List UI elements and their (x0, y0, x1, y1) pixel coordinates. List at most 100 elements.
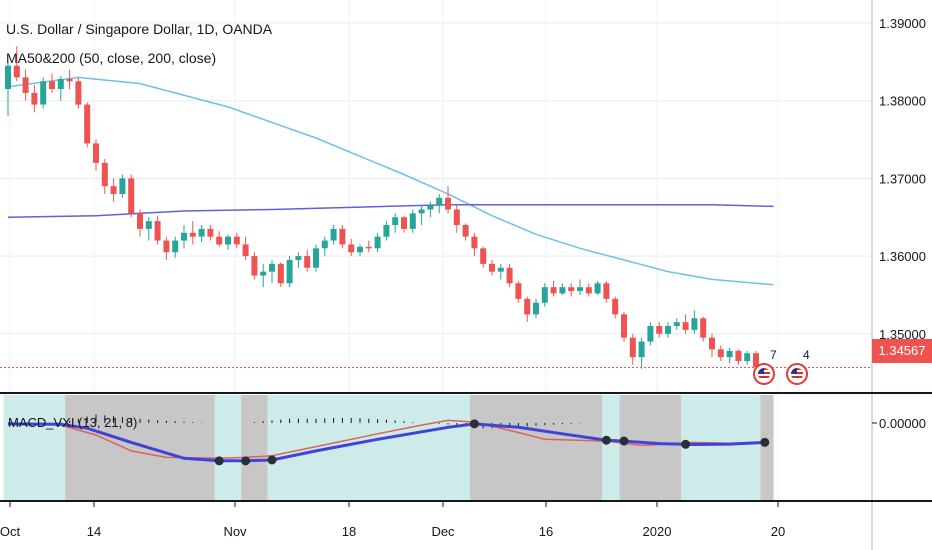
macd-label[interactable]: MACD_VXI (13, 21, 8) (8, 415, 138, 430)
macd-band (3, 395, 66, 500)
candle-body (110, 186, 117, 194)
candle-body (66, 78, 73, 82)
candle-body (260, 271, 267, 276)
candle-body (286, 259, 293, 284)
candle-body (709, 337, 715, 350)
time-tick-label: Oct (0, 524, 20, 539)
macd-main-line (7, 422, 765, 463)
candle-body (137, 213, 143, 229)
candle-body (330, 228, 337, 241)
candle-body (489, 263, 495, 272)
candle-body (594, 283, 601, 294)
macd-band (470, 395, 602, 500)
price-tick-label: 1.36000 (879, 249, 926, 264)
chart-title: U.S. Dollar / Singapore Dollar, 1D, OAND… (6, 21, 273, 37)
candle-body (735, 350, 742, 361)
macd-band (267, 395, 470, 500)
time-tick-label: 20 (771, 524, 785, 539)
candle-body (436, 197, 443, 206)
candle-body (506, 267, 513, 284)
candle-body (744, 353, 751, 361)
macd-band (241, 395, 268, 500)
candle-body (480, 248, 487, 264)
candle-body (225, 236, 231, 245)
macd-cross-point (469, 419, 479, 429)
candle-body (541, 287, 548, 303)
candle-body (172, 240, 179, 253)
price-tick-label: 1.35000 (879, 327, 926, 342)
time-tick-label: 18 (342, 524, 356, 539)
price-tick-label: 1.37000 (879, 171, 926, 186)
macd-cross-point (760, 437, 770, 447)
candle-body (629, 337, 636, 358)
candle-body (638, 341, 645, 358)
candle-body (233, 236, 240, 245)
candle-body (647, 326, 654, 342)
price-tick-label: 1.39000 (879, 16, 926, 31)
candle-body (5, 65, 11, 90)
candle-body (207, 228, 214, 237)
candle-body (577, 287, 583, 292)
candle-body (339, 228, 346, 245)
candle-body (418, 209, 425, 214)
candle-body (691, 318, 698, 330)
candle-body (568, 287, 575, 292)
macd-band (602, 395, 620, 500)
candle-body (216, 236, 223, 245)
candle-body (49, 81, 55, 90)
candle-body (497, 267, 504, 272)
candle-body (550, 287, 557, 294)
candle-body (189, 232, 196, 237)
candle-body (119, 178, 126, 194)
candle-body (374, 236, 381, 249)
candle-body (726, 350, 733, 358)
candle-body (13, 65, 20, 78)
candle-body (145, 221, 152, 229)
candle-body (295, 256, 302, 260)
time-tick-label: 2020 (643, 524, 672, 539)
price-tick-label: 1.38000 (879, 94, 926, 109)
candle-body (22, 77, 29, 93)
candle-body (277, 263, 284, 284)
indicator-label[interactable]: MA50&200 (50, close, 200, close) (6, 50, 217, 66)
macd-band (760, 395, 774, 500)
candle-body (163, 240, 170, 253)
candle-body (181, 232, 187, 241)
macd-cross-point (681, 439, 691, 449)
time-tick-label: Nov (223, 524, 247, 539)
candle-body (313, 248, 319, 268)
event-count: 7 (770, 348, 777, 362)
candle-body (269, 263, 275, 272)
time-tick-label: 16 (539, 524, 553, 539)
candle-body (409, 213, 416, 229)
macd-band (214, 395, 242, 500)
candle-body (559, 287, 566, 294)
candle-body (321, 240, 328, 249)
candle-body (31, 92, 38, 105)
macd-cross-point (601, 435, 611, 445)
candle-body (585, 287, 592, 294)
candle-body (93, 143, 99, 163)
candle-body (383, 225, 390, 237)
us-flag-icon[interactable] (753, 363, 775, 385)
macd-cross-point (267, 455, 277, 465)
candle-body (251, 256, 258, 276)
candle-body (673, 322, 680, 327)
ma200-line (7, 204, 774, 218)
candle-body (453, 209, 460, 226)
candle-body (515, 283, 522, 299)
candle-body (365, 246, 372, 249)
candle-body (198, 228, 205, 237)
macd-band (65, 395, 215, 500)
macd-tick-label: 0.00000 (879, 416, 926, 431)
candle-body (154, 221, 161, 241)
us-flag-icon[interactable] (786, 363, 808, 385)
candle-body (357, 246, 363, 253)
candle-body (656, 326, 663, 334)
candle-body (612, 298, 619, 315)
time-tick-label: 14 (87, 524, 101, 539)
macd-cross-point (619, 436, 629, 446)
candle-body (128, 178, 135, 214)
